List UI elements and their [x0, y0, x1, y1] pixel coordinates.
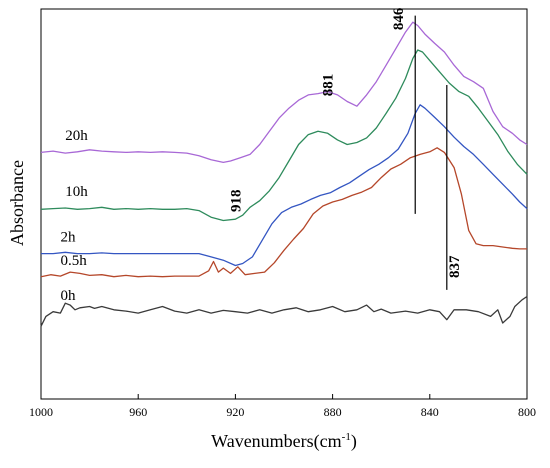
- x-axis-title: Wavenumbers(cm-1): [211, 431, 357, 452]
- y-axis-title: Absorbance: [7, 160, 27, 246]
- series-lines: [40, 21, 528, 327]
- series-labels: 20h 10h 2h 0.5h 0h: [60, 128, 88, 304]
- x-tick-label: 920: [226, 405, 244, 419]
- x-ticks: 1000 960 920 880 840 800: [29, 394, 536, 419]
- series-label: 0h: [60, 288, 76, 304]
- series-line-20h: [40, 21, 528, 164]
- peak-label: 846: [391, 7, 407, 30]
- series-label: 10h: [65, 184, 88, 200]
- series-label: 2h: [60, 230, 76, 246]
- x-tick-label: 880: [324, 405, 342, 419]
- series-line-2h: [41, 104, 528, 267]
- annotation-label: 918: [228, 189, 244, 212]
- series-line-0-5h: [40, 147, 527, 278]
- peak-markers: 846 837: [391, 7, 463, 290]
- x-tick-label: 960: [129, 405, 147, 419]
- x-axis-title-superscript: -1: [342, 431, 351, 443]
- plot-frame: [40, 8, 528, 400]
- peak-label: 837: [447, 255, 463, 278]
- x-tick-label: 840: [421, 405, 439, 419]
- series-label: 20h: [65, 128, 88, 144]
- x-axis-title-close: ): [351, 431, 357, 452]
- annotation-label: 881: [321, 74, 337, 97]
- series-line-0h: [40, 295, 528, 327]
- series-line-10h: [40, 49, 528, 222]
- series-label: 0.5h: [60, 253, 87, 269]
- x-tick-label: 800: [518, 405, 536, 419]
- x-tick-label: 1000: [29, 405, 53, 419]
- annotations: 881 918: [228, 74, 336, 212]
